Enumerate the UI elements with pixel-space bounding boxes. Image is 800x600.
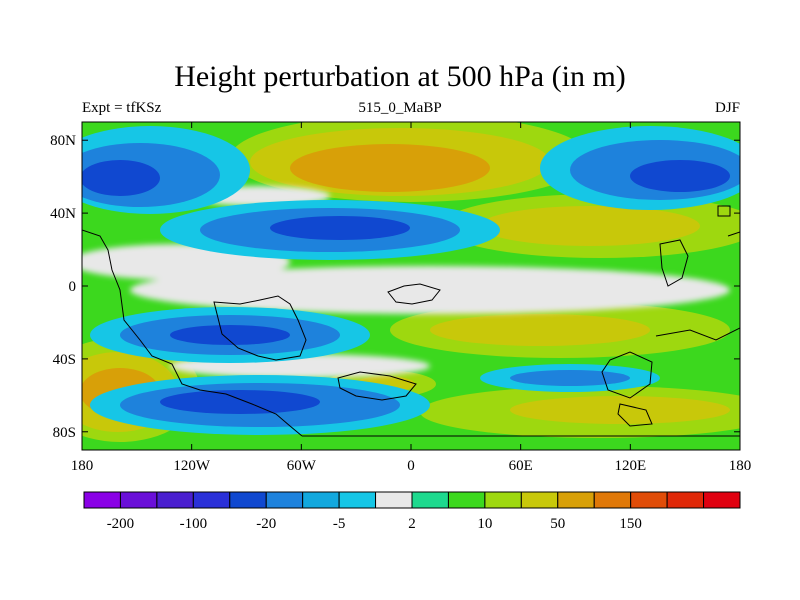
mid-lat-ridge-east-core <box>480 206 700 246</box>
japan-outline <box>717 205 731 217</box>
colorbar-label-3: -5 <box>333 516 346 532</box>
equatorial-neutral-band <box>130 266 730 314</box>
colorbar-label-2: -20 <box>256 516 276 532</box>
tropical-trough-core <box>170 325 290 345</box>
y-tick-label-4: 80S <box>53 425 76 441</box>
colorbar-swatch-4 <box>229 491 267 509</box>
colorbar-swatch-10 <box>447 491 486 509</box>
australia-coast <box>655 327 740 341</box>
colorbar-swatch-15 <box>630 491 668 509</box>
colorbar-swatch-11 <box>484 491 522 509</box>
colorbar-label-1: -100 <box>180 516 208 532</box>
colorbar-swatch-13 <box>557 491 595 509</box>
x-tick-label-0: 180 <box>71 458 94 474</box>
indian-ocean-trough-core <box>510 370 630 386</box>
colorbar-swatch-17 <box>703 491 741 509</box>
north-ridge-core <box>290 144 490 192</box>
colorbar-swatch-8 <box>375 491 413 509</box>
southern-ocean-trough-core <box>160 390 320 414</box>
south-ridge-east-core <box>510 396 730 424</box>
y-tick-label-1: 40N <box>50 206 76 222</box>
colorbar-swatch-5 <box>265 491 304 509</box>
colorbar: -200 -100 -20 -5 2 10 50 150 <box>83 491 741 532</box>
season-label: DJF <box>714 100 740 116</box>
maritime-continent-outline <box>601 351 653 399</box>
colorbar-label-0: -200 <box>107 516 135 532</box>
southern-africa-outline <box>337 371 417 401</box>
x-tick-label-6: 180 <box>729 458 752 474</box>
colorbar-swatch-7 <box>338 491 377 509</box>
colorbar-swatch-0 <box>83 491 121 509</box>
mid-lat-trough-core <box>270 216 410 240</box>
x-tick-label-5: 120E <box>614 458 646 474</box>
colorbar-label-6: 50 <box>550 516 565 532</box>
y-axis: 80N 40N 0 40S 80S <box>50 133 740 441</box>
contour-field <box>82 122 740 450</box>
west-africa-outline <box>387 283 441 305</box>
colorbar-swatch-9 <box>411 491 449 509</box>
run-label: 515_0_MaBP <box>358 100 442 116</box>
colorbar-swatch-3 <box>192 491 231 509</box>
coastlines <box>82 205 740 437</box>
australia-outline <box>617 403 653 427</box>
colorbar-swatch-2 <box>156 491 194 509</box>
x-tick-label-4: 60E <box>509 458 533 474</box>
north-trough-east-core <box>630 160 730 192</box>
x-tick-label-1: 120W <box>173 458 211 474</box>
north-trough-west-core <box>82 160 160 196</box>
colorbar-swatch-6 <box>302 491 340 509</box>
south-america-outline <box>213 295 307 361</box>
colorbar-swatch-16 <box>666 491 705 509</box>
x-tick-label-3: 0 <box>407 458 415 474</box>
colorbar-label-7: 150 <box>619 516 642 532</box>
y-tick-label-0: 80N <box>50 133 76 149</box>
colorbar-swatch-12 <box>520 491 559 509</box>
y-tick-label-3: 40S <box>53 352 76 368</box>
east-asia-outline <box>659 239 689 287</box>
chart-title: Height perturbation at 500 hPa (in m) <box>174 60 626 93</box>
colorbar-label-5: 10 <box>477 516 492 532</box>
colorbar-label-4: 2 <box>408 516 416 532</box>
x-tick-label-2: 60W <box>287 458 317 474</box>
negative-anomalies <box>82 126 740 435</box>
east-edge-coast <box>727 231 740 237</box>
y-tick-label-2: 0 <box>69 279 77 295</box>
western-coastline <box>82 229 303 437</box>
experiment-label: Expt = tfKSz <box>82 100 162 116</box>
tropical-band-east-core <box>430 314 650 346</box>
x-axis: 180 120W 60W 0 60E 120E 180 <box>71 122 752 474</box>
colorbar-swatch-1 <box>119 491 158 509</box>
colorbar-swatch-14 <box>593 491 632 509</box>
